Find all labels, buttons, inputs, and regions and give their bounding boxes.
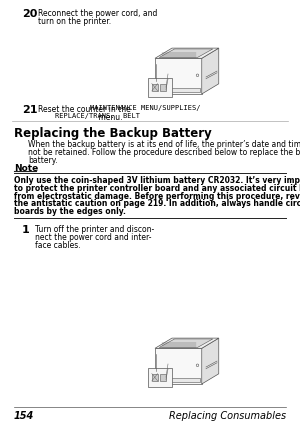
Polygon shape [159,50,213,58]
Text: Replacing the Backup Battery: Replacing the Backup Battery [14,127,212,140]
Text: face cables.: face cables. [35,240,81,249]
Polygon shape [155,49,219,59]
Text: Only use the coin-shaped 3V lithium battery CR2032. It’s very important: Only use the coin-shaped 3V lithium batt… [14,176,300,184]
Text: boards by the edges only.: boards by the edges only. [14,207,126,216]
Polygon shape [155,338,219,348]
Text: Note: Note [14,164,38,173]
Text: to protect the printer controller board and any associated circuit boards: to protect the printer controller board … [14,183,300,193]
Text: from electrostatic damage. Before performing this procedure, review: from electrostatic damage. Before perfor… [14,191,300,200]
Text: the antistatic caution on page 219. In addition, always handle circuit: the antistatic caution on page 219. In a… [14,199,300,208]
Polygon shape [155,59,202,95]
Text: 1: 1 [22,225,30,234]
Polygon shape [155,348,202,384]
Text: MAINTENANCE MENU/SUPPLIES/: MAINTENANCE MENU/SUPPLIES/ [90,105,200,111]
Bar [160,374,166,381]
Text: 154: 154 [14,410,34,420]
Polygon shape [157,378,200,383]
Bar [148,78,172,98]
Text: Reconnect the power cord, and: Reconnect the power cord, and [38,9,158,18]
Bar [152,84,158,92]
Bar [152,374,158,381]
Polygon shape [202,49,219,95]
Text: Turn off the printer and discon-: Turn off the printer and discon- [35,225,154,233]
Text: menu.: menu. [96,113,122,122]
Text: REPLACE/TRANS.  BELT: REPLACE/TRANS. BELT [38,113,140,119]
Text: 21: 21 [22,105,38,115]
Text: nect the power cord and inter-: nect the power cord and inter- [35,233,152,242]
Text: 20: 20 [22,9,38,19]
Text: When the backup battery is at its end of life, the printer’s date and time can-: When the backup battery is at its end of… [28,140,300,149]
Text: not be retained. Follow the procedure described below to replace the backup: not be retained. Follow the procedure de… [28,148,300,157]
Text: battery.: battery. [28,155,58,164]
Polygon shape [157,89,200,93]
Bar [148,368,172,387]
Text: Replacing Consumables: Replacing Consumables [169,410,286,420]
Text: Reset the counter in the: Reset the counter in the [38,105,133,114]
Bar [160,84,166,92]
Text: turn on the printer.: turn on the printer. [38,17,111,26]
Polygon shape [202,338,219,384]
Polygon shape [159,339,213,348]
